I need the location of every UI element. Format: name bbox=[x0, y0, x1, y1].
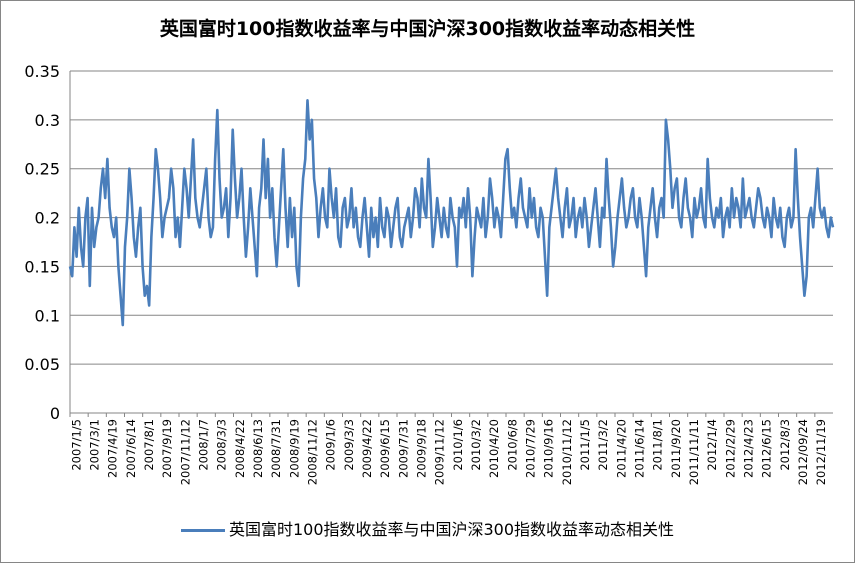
x-tick-label: 2008/9/19 bbox=[287, 419, 301, 478]
y-tick-label: 0.15 bbox=[24, 257, 60, 276]
x-tick-label: 2009/4/22 bbox=[360, 419, 374, 478]
x-tick-label: 2011/1/5 bbox=[578, 419, 592, 471]
x-tick-label: 2010/1/6 bbox=[451, 419, 465, 471]
x-tick-label: 2009/3/3 bbox=[342, 419, 356, 471]
x-tick-label: 2009/1/6 bbox=[324, 419, 338, 471]
x-tick-label: 2008/7/31 bbox=[269, 419, 283, 478]
x-tick-label: 2012/1/4 bbox=[705, 419, 719, 471]
x-tick-label: 2007/6/14 bbox=[124, 419, 138, 478]
x-axis: 2007/1/5 2007/3/1 2007/4/19 2007/6/14 2007/8… bbox=[69, 413, 828, 485]
x-tick-label: 2012/6/15 bbox=[760, 419, 774, 478]
y-axis: 0 0.05 0.1 0.15 0.2 0.25 0.3 0.35 bbox=[24, 62, 71, 423]
x-tick-label: 2008/4/22 bbox=[233, 419, 247, 478]
x-tick-label: 2008/6/13 bbox=[251, 419, 265, 478]
x-tick-label: 2008/3/3 bbox=[215, 419, 229, 471]
x-tick-label: 2007/1/5 bbox=[69, 419, 83, 471]
x-tick-label: 2011/6/14 bbox=[633, 419, 647, 478]
x-tick-label: 2011/11/11 bbox=[687, 419, 701, 485]
x-tick-label: 2009/7/31 bbox=[396, 419, 410, 478]
x-tick-label: 2010/4/20 bbox=[487, 419, 501, 478]
x-tick-label: 2010/6/8 bbox=[505, 419, 519, 471]
x-tick-label: 2012/2/29 bbox=[723, 419, 737, 478]
x-tick-label: 2010/3/2 bbox=[469, 419, 483, 471]
x-tick-label: 2007/8/1 bbox=[142, 419, 156, 471]
y-tick-label: 0.35 bbox=[24, 62, 60, 81]
chart-title: 英国富时100指数收益率与中国沪深300指数收益率动态相关性 bbox=[159, 18, 696, 40]
x-tick-label: 2011/9/20 bbox=[669, 419, 683, 478]
y-tick-label: 0.1 bbox=[35, 306, 60, 325]
x-tick-label: 2007/3/1 bbox=[88, 419, 102, 471]
series-group bbox=[68, 99, 835, 327]
y-tick-label: 0.05 bbox=[24, 355, 60, 374]
y-tick-label: 0.3 bbox=[35, 111, 60, 130]
x-tick-label: 2011/4/20 bbox=[614, 419, 628, 478]
x-tick-label: 2008/1/7 bbox=[197, 419, 211, 471]
legend: 英国富时100指数收益率与中国沪深300指数收益率动态相关性 bbox=[0, 516, 855, 540]
x-tick-label: 2009/6/15 bbox=[378, 419, 392, 478]
y-tick-label: 0.25 bbox=[24, 160, 60, 179]
legend-label: 英国富时100指数收益率与中国沪深300指数收益率动态相关性 bbox=[228, 520, 675, 539]
x-tick-label: 2009/9/18 bbox=[415, 419, 429, 478]
x-tick-label: 2010/9/16 bbox=[542, 419, 556, 478]
x-tick-label: 2012/11/19 bbox=[814, 419, 828, 485]
x-tick-label: 2012/09/24 bbox=[796, 419, 810, 485]
x-tick-label: 2012/4/23 bbox=[742, 419, 756, 478]
x-tick-label: 2007/9/19 bbox=[160, 419, 174, 478]
x-tick-label: 2007/4/19 bbox=[106, 419, 120, 478]
x-tick-label: 2010/11/12 bbox=[560, 419, 574, 485]
y-tick-label: 0 bbox=[50, 404, 60, 423]
legend-swatch bbox=[180, 529, 225, 532]
x-tick-label: 2008/11/12 bbox=[306, 419, 320, 485]
x-tick-label: 2012/8/3 bbox=[778, 419, 792, 471]
series-line-0 bbox=[68, 99, 835, 327]
x-tick-label: 2011/3/2 bbox=[596, 419, 610, 471]
gridlines bbox=[70, 70, 833, 414]
x-tick-label: 2010/7/29 bbox=[524, 419, 538, 478]
y-tick-label: 0.2 bbox=[35, 209, 60, 228]
x-tick-label: 2007/11/12 bbox=[178, 419, 192, 485]
x-tick-label: 2009/11/12 bbox=[433, 419, 447, 485]
x-tick-label: 2011/8/1 bbox=[651, 419, 665, 471]
